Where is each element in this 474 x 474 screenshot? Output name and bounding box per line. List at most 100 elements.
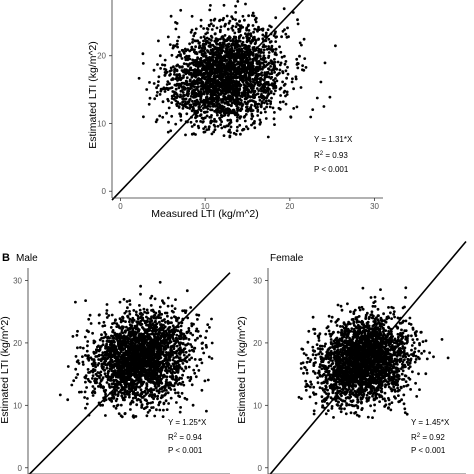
- scatter-point: [175, 376, 178, 380]
- scatter-point: [134, 415, 138, 418]
- scatter-point: [251, 11, 255, 15]
- scatter-point: [201, 73, 205, 77]
- scatter-point: [282, 84, 286, 87]
- scatter-point: [201, 43, 205, 47]
- scatter-point: [210, 69, 214, 73]
- scatter-point: [184, 49, 188, 53]
- scatter-point: [195, 92, 198, 96]
- scatter-point: [219, 66, 223, 69]
- scatter-point: [97, 354, 101, 358]
- scatter-point: [216, 91, 220, 95]
- scatter-point: [165, 375, 169, 379]
- scatter-point: [133, 394, 137, 397]
- scatter-point: [85, 329, 89, 332]
- scatter-point: [244, 45, 248, 49]
- scatter-point: [116, 394, 120, 397]
- scatter-point: [93, 387, 97, 391]
- scatter-point: [238, 83, 242, 87]
- scatter-point: [175, 354, 179, 358]
- scatter-point: [236, 113, 240, 117]
- scatter-point: [221, 56, 225, 60]
- scatter-point: [88, 371, 91, 374]
- scatter-point: [113, 321, 116, 325]
- scatter-point: [261, 37, 265, 41]
- scatter-point: [262, 48, 266, 52]
- scatter-point: [263, 107, 266, 111]
- scatter-point: [223, 65, 227, 69]
- scatter-point: [171, 46, 175, 50]
- scatter-point: [247, 23, 250, 27]
- scatter-point: [173, 44, 177, 48]
- scatter-point: [105, 363, 109, 367]
- scatter-point: [201, 341, 205, 345]
- scatter-point: [139, 388, 143, 392]
- scatter-point: [138, 344, 142, 348]
- scatter-point: [225, 124, 229, 128]
- scatter-point: [315, 96, 319, 100]
- scatter-point: [234, 25, 238, 29]
- scatter-point: [191, 99, 194, 103]
- scatter-point: [255, 65, 259, 69]
- scatter-point: [122, 336, 126, 339]
- scatter-point: [178, 95, 182, 99]
- scatter-point: [219, 113, 223, 117]
- scatter-point: [256, 92, 259, 96]
- scatter-point: [91, 385, 95, 388]
- scatter-point: [91, 374, 95, 377]
- scatter-point: [267, 51, 271, 54]
- scatter-point: [215, 109, 219, 112]
- scatter-point: [173, 70, 176, 74]
- scatter-point: [246, 90, 250, 94]
- scatter-point: [186, 376, 190, 379]
- scatter-point: [101, 351, 105, 355]
- scatter-point: [211, 51, 215, 55]
- scatter-point: [210, 341, 214, 345]
- scatter-point: [204, 125, 207, 129]
- scatter-point: [254, 81, 258, 84]
- scatter-point: [170, 316, 173, 320]
- scatter-point: [216, 74, 219, 77]
- scatter-point: [187, 338, 191, 341]
- scatter-point: [241, 36, 245, 40]
- scatter-point: [153, 395, 157, 398]
- scatter-point: [205, 114, 209, 118]
- scatter-point: [243, 119, 247, 123]
- scatter-point: [177, 363, 181, 367]
- scatter-point: [190, 91, 194, 95]
- scatter-point: [271, 49, 274, 53]
- scatter-point: [133, 354, 137, 358]
- scatter-point: [253, 126, 257, 130]
- scatter-point: [234, 54, 238, 57]
- scatter-point: [223, 110, 227, 114]
- scatter-point: [231, 93, 235, 97]
- scatter-point: [170, 376, 174, 380]
- scatter-point: [268, 105, 272, 109]
- scatter-point: [156, 90, 159, 94]
- scatter-point: [238, 35, 241, 38]
- scatter-point: [180, 367, 184, 371]
- scatter-point: [153, 332, 157, 336]
- scatter-point: [239, 132, 242, 136]
- scatter-point: [150, 374, 154, 378]
- scatter-point: [117, 374, 121, 377]
- scatter-point: [85, 349, 89, 353]
- scatter-point: [115, 355, 119, 359]
- scatter-point: [257, 37, 260, 41]
- scatter-point: [229, 111, 233, 115]
- scatter-point: [190, 14, 194, 18]
- scatter-point: [90, 362, 94, 366]
- scatter-point: [171, 353, 175, 357]
- scatter-point: [148, 322, 152, 326]
- scatter-point: [285, 90, 289, 94]
- scatter-point: [205, 79, 209, 83]
- scatter-point: [192, 132, 196, 136]
- scatter-point: [216, 52, 220, 56]
- scatter-point: [167, 327, 170, 331]
- scatter-point: [112, 397, 116, 400]
- scatter-point: [236, 91, 240, 94]
- scatter-point: [244, 78, 247, 81]
- scatter-point: [216, 124, 220, 128]
- scatter-point: [260, 89, 263, 93]
- scatter-point: [182, 62, 186, 65]
- scatter-point: [282, 7, 286, 11]
